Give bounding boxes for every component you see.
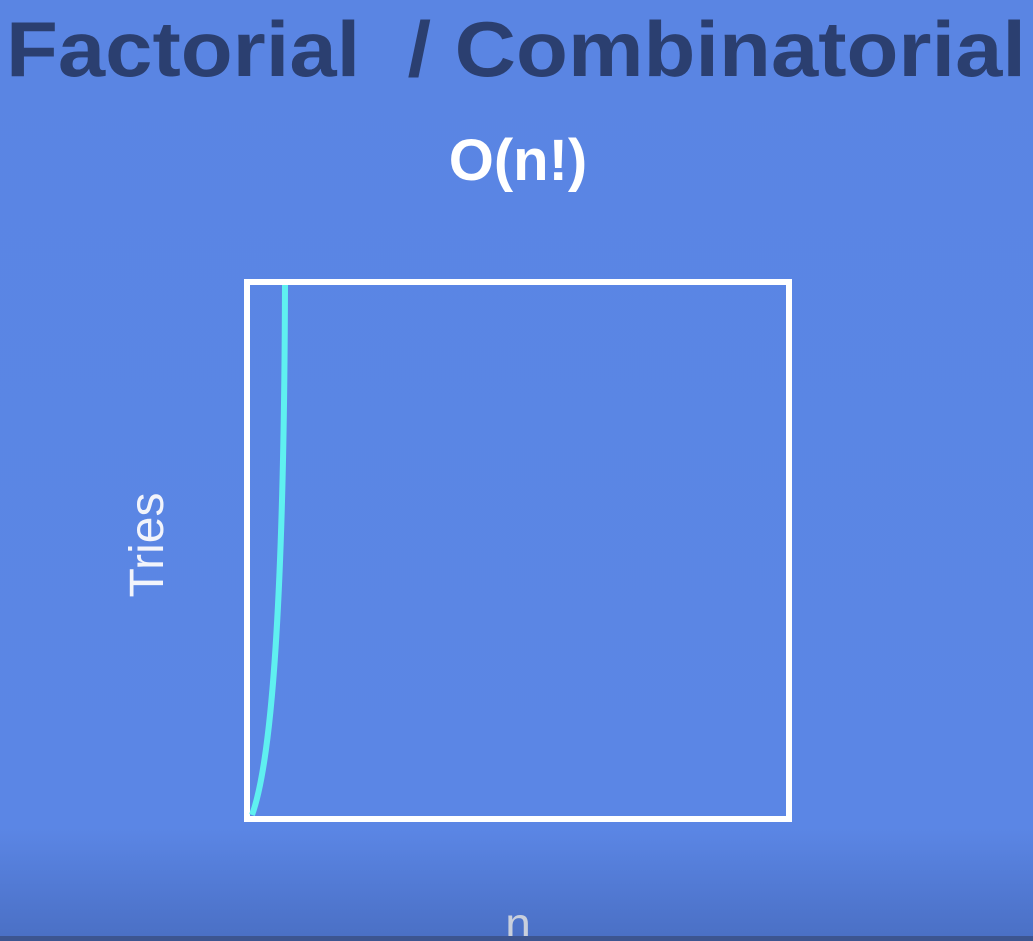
- slide-title: Factorial / Combinatorial: [6, 5, 1026, 93]
- progress-bar: [0, 936, 1033, 941]
- x-axis-label: n: [505, 898, 531, 941]
- y-axis-label: Tries: [121, 493, 174, 598]
- plot-frame: [244, 279, 792, 822]
- growth-curve: [249, 284, 288, 817]
- subtitle: O(n!): [449, 128, 588, 193]
